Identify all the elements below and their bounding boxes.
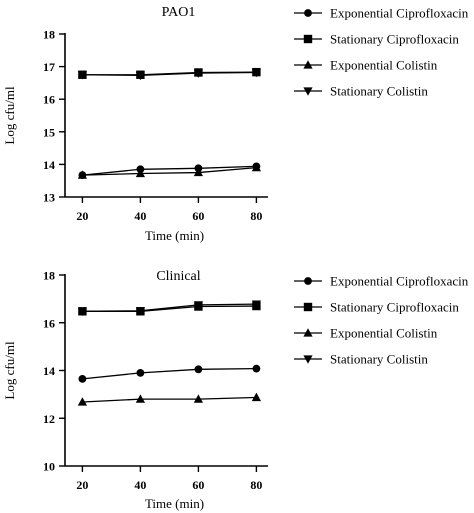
x-tick-label: 40 — [134, 209, 146, 223]
legend-marker — [303, 302, 313, 312]
legend-label: Exponential Colistin — [330, 326, 438, 341]
y-tick-label: 13 — [43, 191, 55, 205]
legend-marker — [304, 9, 312, 17]
data-point — [78, 374, 87, 383]
series-triangle-up — [77, 392, 261, 406]
data-point — [251, 162, 261, 172]
data-point — [135, 307, 145, 316]
chart-title: Clinical — [156, 269, 200, 284]
legend-marker — [303, 60, 313, 69]
y-tick-label: 16 — [43, 316, 55, 330]
y-axis-label: Log cfu/ml — [2, 86, 17, 145]
legend-label: Stationary Ciprofloxacin — [330, 300, 459, 315]
data-point — [194, 365, 203, 374]
legend-entry: Stationary Ciprofloxacin — [294, 32, 459, 47]
data-point — [77, 170, 87, 179]
legend-label: Stationary Colistin — [330, 84, 428, 99]
legend-label: Stationary Colistin — [330, 352, 428, 367]
y-tick-label: 10 — [43, 460, 55, 474]
legend-marker — [303, 328, 313, 337]
data-point — [251, 300, 261, 309]
series-line — [82, 167, 257, 176]
series-circle — [78, 162, 261, 180]
chart-title: PAO1 — [162, 5, 196, 20]
series-triangle-up — [77, 162, 261, 179]
series-line — [82, 303, 257, 312]
data-point — [77, 397, 87, 406]
y-tick-label: 16 — [43, 93, 55, 107]
data-point — [135, 71, 145, 81]
data-point — [77, 307, 87, 317]
series-square — [78, 67, 261, 79]
series-line — [82, 396, 257, 403]
series-triangle-down — [77, 68, 261, 81]
y-tick-label: 14 — [43, 158, 55, 172]
legend-entry: Exponential Ciprofloxacin — [294, 6, 469, 21]
legend-marker — [303, 87, 313, 96]
x-tick-label: 80 — [250, 209, 262, 223]
series-triangle-down — [77, 300, 261, 317]
legend-entry: Exponential Colistin — [294, 58, 438, 73]
x-tick-label: 60 — [192, 209, 204, 223]
legend-marker — [303, 355, 313, 364]
legend-marker — [303, 34, 313, 44]
x-tick-label: 20 — [76, 478, 88, 492]
legend-marker — [304, 277, 312, 285]
chart-panel: Clinical 10 12 14 16 18 20 40 60 80 Time (min) Log … — [2, 269, 469, 512]
legend-entry: Exponential Ciprofloxacin — [294, 274, 469, 289]
series-line — [82, 165, 257, 176]
data-point — [77, 71, 87, 80]
data-point — [193, 394, 203, 403]
y-tick-label: 18 — [43, 269, 55, 283]
data-point — [252, 364, 261, 373]
y-axis-label: Log cfu/ml — [2, 341, 17, 400]
data-point — [193, 301, 203, 310]
x-axis-label: Time (min) — [145, 496, 204, 511]
series-line — [82, 367, 257, 380]
legend-entry: Stationary Colistin — [294, 84, 428, 99]
legend-entry: Stationary Colistin — [294, 352, 428, 367]
legend-label: Stationary Ciprofloxacin — [330, 32, 459, 47]
data-point — [251, 392, 261, 402]
legend-entry: Exponential Colistin — [294, 326, 438, 341]
data-point — [193, 167, 203, 177]
y-tick-label: 12 — [43, 412, 55, 426]
legend-label: Exponential Ciprofloxacin — [330, 274, 469, 289]
data-point — [251, 68, 261, 78]
x-tick-label: 80 — [250, 478, 262, 492]
x-tick-label: 60 — [192, 478, 204, 492]
x-tick-label: 40 — [134, 478, 146, 492]
data-point — [193, 69, 203, 78]
legend-entry: Stationary Ciprofloxacin — [294, 300, 459, 315]
x-tick-label: 20 — [76, 209, 88, 223]
x-axis-label: Time (min) — [145, 228, 204, 243]
data-point — [136, 368, 145, 377]
series-circle — [78, 364, 261, 383]
data-point — [135, 168, 145, 178]
y-tick-label: 14 — [43, 364, 55, 378]
legend-label: Exponential Colistin — [330, 58, 438, 73]
chart-panel: PAO1 13 14 15 16 17 18 20 40 60 80 Time (min) Log cf… — [2, 5, 469, 243]
series-line — [82, 71, 257, 77]
y-tick-label: 15 — [43, 125, 55, 139]
data-point — [135, 394, 145, 403]
legend-label: Exponential Ciprofloxacin — [330, 6, 469, 21]
y-tick-label: 18 — [43, 28, 55, 42]
y-tick-label: 17 — [43, 60, 55, 74]
